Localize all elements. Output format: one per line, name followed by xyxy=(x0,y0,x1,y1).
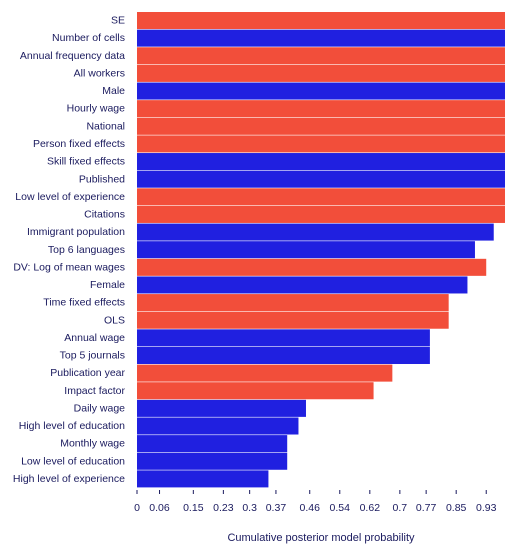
inclusion-bar xyxy=(137,223,494,241)
x-tick-label: 0.7 xyxy=(393,502,408,514)
x-tick-label: 0.15 xyxy=(183,502,204,514)
row-label: Top 5 journals xyxy=(60,350,125,362)
x-tick-label: 0.23 xyxy=(213,502,234,514)
inclusion-bar xyxy=(137,170,505,188)
inclusion-bar xyxy=(137,276,468,294)
x-tick-label: 0.46 xyxy=(300,502,321,514)
inclusion-bar xyxy=(137,188,505,206)
row-label: Person fixed effects xyxy=(33,138,125,150)
row-label: Time fixed effects xyxy=(43,297,125,309)
row-label: High level of experience xyxy=(13,473,125,485)
row-label: Published xyxy=(79,173,125,185)
inclusion-bar xyxy=(137,382,374,400)
inclusion-bar xyxy=(137,153,505,171)
row-label: Top 6 languages xyxy=(48,244,125,256)
row-label: Female xyxy=(90,279,125,291)
inclusion-bar xyxy=(137,258,487,276)
row-label: DV: Log of mean wages xyxy=(13,261,125,273)
row-label: National xyxy=(86,120,125,132)
row-label: SE xyxy=(111,15,125,27)
x-tick-label: 0.3 xyxy=(242,502,257,514)
x-axis-title: Cumulative posterior model probability xyxy=(227,532,415,544)
inclusion-bar xyxy=(137,205,505,223)
x-tick-label: 0.93 xyxy=(476,502,497,514)
inclusion-bar xyxy=(137,100,505,118)
inclusion-bar xyxy=(137,346,430,364)
x-tick-label: 0.77 xyxy=(416,502,437,514)
row-label: Low level of education xyxy=(21,455,125,467)
inclusion-bar xyxy=(137,135,505,153)
inclusion-bar xyxy=(137,329,430,347)
row-label: Male xyxy=(102,85,125,97)
row-label: Monthly wage xyxy=(60,438,125,450)
inclusion-bar xyxy=(137,64,505,82)
inclusion-bar xyxy=(137,399,306,417)
x-tick-label: 0.54 xyxy=(330,502,351,514)
row-label: Daily wage xyxy=(74,402,126,414)
x-tick-label: 0 xyxy=(134,502,140,514)
row-label: Immigrant population xyxy=(27,226,125,238)
inclusion-bar xyxy=(137,452,288,470)
row-label: Low level of experience xyxy=(15,191,125,203)
x-tick-label: 0.62 xyxy=(360,502,381,514)
inclusion-bar xyxy=(137,117,505,135)
row-label: Skill fixed effects xyxy=(47,156,125,168)
row-label: Impact factor xyxy=(64,385,125,397)
inclusion-bar xyxy=(137,470,269,488)
x-tick-label: 0.06 xyxy=(149,502,170,514)
row-label: Number of cells xyxy=(52,32,125,44)
x-tick-label: 0.37 xyxy=(266,502,287,514)
row-label: Citations xyxy=(84,209,125,221)
x-tick-label: 0.85 xyxy=(446,502,467,514)
inclusion-bar xyxy=(137,364,393,382)
row-label: Hourly wage xyxy=(67,103,126,115)
row-label: All workers xyxy=(74,67,125,79)
inclusion-bar xyxy=(137,435,288,453)
row-label: High level of education xyxy=(19,420,125,432)
row-label: Annual frequency data xyxy=(20,50,125,62)
inclusion-bar xyxy=(137,241,475,259)
row-label: Annual wage xyxy=(64,332,125,344)
row-label: OLS xyxy=(104,314,125,326)
inclusion-bar xyxy=(137,417,299,435)
inclusion-bar xyxy=(137,47,505,65)
inclusion-bar xyxy=(137,82,505,100)
inclusion-bar xyxy=(137,311,449,329)
inclusion-bar xyxy=(137,294,449,312)
inclusion-bar xyxy=(137,29,505,47)
inclusion-bar xyxy=(137,12,505,30)
row-label: Publication year xyxy=(50,367,125,379)
